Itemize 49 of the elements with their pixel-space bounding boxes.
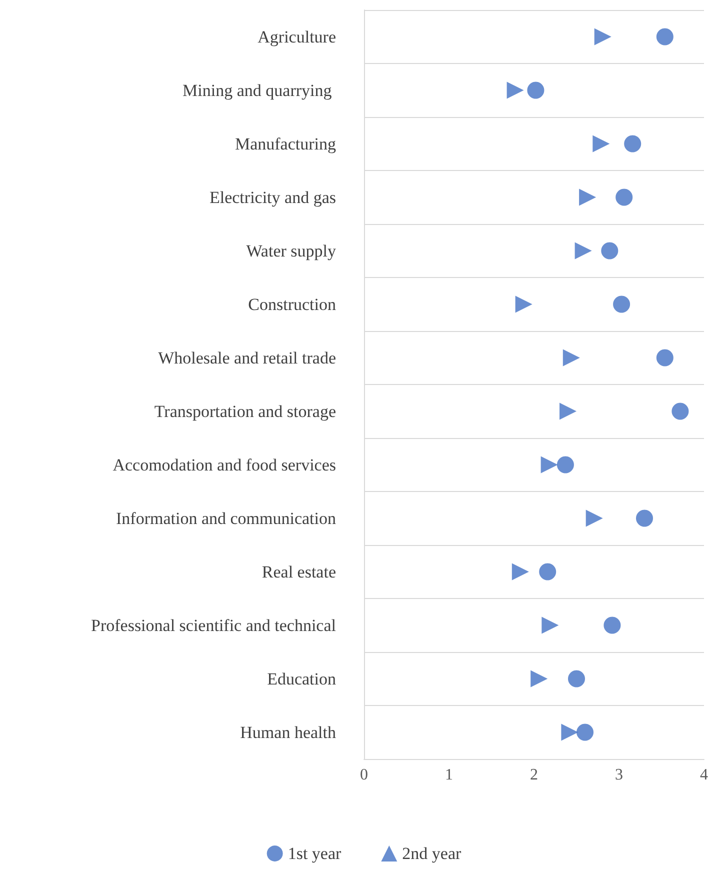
point — [586, 510, 603, 527]
point — [601, 242, 618, 260]
point — [579, 188, 596, 206]
point — [530, 670, 548, 688]
point — [560, 402, 576, 420]
point — [616, 188, 633, 206]
point — [656, 28, 674, 46]
y-tick-label: Electricity and gas — [209, 188, 336, 207]
point — [604, 616, 621, 634]
legend-label: 2nd year — [402, 844, 462, 863]
x-tick-label: 4 — [700, 766, 708, 784]
y-tick-label: Water supply — [246, 241, 336, 260]
point — [527, 82, 544, 99]
point — [624, 135, 642, 152]
point — [592, 135, 610, 152]
point — [539, 563, 556, 580]
point — [506, 82, 524, 99]
point — [561, 724, 578, 741]
y-tick-label: Agriculture — [258, 27, 336, 46]
point — [556, 456, 574, 474]
x-tick-label: 1 — [445, 766, 453, 784]
y-tick-label: Information and communication — [116, 508, 336, 528]
y-tick-label: Professional scientific and technical — [91, 616, 336, 635]
y-tick-label: Construction — [248, 294, 336, 314]
y-tick-label: Education — [267, 669, 336, 688]
point — [542, 616, 559, 634]
point — [574, 242, 592, 260]
y-tick-label: Wholesale and retail trade — [158, 348, 336, 368]
point — [656, 349, 674, 366]
point — [512, 563, 529, 580]
x-tick-label: 2 — [530, 766, 538, 784]
point — [594, 28, 612, 46]
y-tick-label: Human health — [240, 722, 336, 742]
point — [636, 510, 653, 527]
legend-label: 1st year — [288, 844, 342, 863]
point — [568, 670, 585, 688]
point — [562, 349, 580, 366]
point — [540, 456, 558, 474]
y-tick-label: Mining and quarrying — [182, 80, 336, 100]
point — [613, 296, 630, 313]
x-tick-label: 0 — [360, 766, 368, 784]
point — [576, 724, 594, 741]
y-tick-label: Transportation and storage — [154, 402, 336, 421]
point — [672, 402, 689, 420]
y-tick-label: Accomodation and food services — [112, 455, 336, 474]
point — [515, 296, 532, 313]
y-tick-label: Manufacturing — [234, 134, 336, 154]
y-tick-label: Real estate — [262, 562, 336, 582]
x-tick-label: 3 — [615, 766, 623, 784]
